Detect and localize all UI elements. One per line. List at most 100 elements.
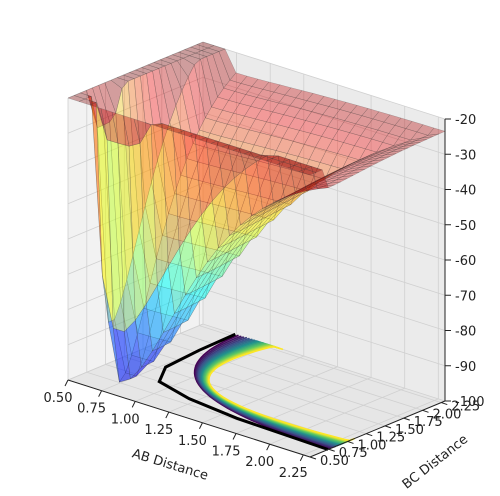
surface-patch	[170, 60, 189, 92]
surface-patch	[294, 183, 312, 195]
surface-patch	[375, 148, 393, 155]
surface-patch	[317, 184, 335, 190]
surface-patch	[377, 121, 396, 134]
surface-patch	[336, 170, 355, 176]
surface-patch	[189, 44, 209, 51]
gridline-z	[67, 217, 446, 296]
surface-patch	[187, 64, 206, 131]
surface-patch	[239, 233, 258, 257]
x-tick-mark	[131, 401, 136, 408]
surface-patch	[259, 206, 278, 221]
surface-patch	[177, 130, 196, 137]
z-tick-label: -100	[455, 395, 485, 410]
surface-patch	[277, 114, 295, 128]
surface-patch	[353, 154, 371, 163]
surface-patch	[220, 246, 239, 266]
surface-patch	[171, 51, 191, 59]
surface-patch	[256, 155, 274, 209]
surface-patch	[127, 78, 146, 231]
surface-patch	[319, 175, 338, 182]
surface-patch	[175, 89, 194, 160]
surface-patch	[194, 50, 214, 57]
surface-patch	[210, 140, 229, 148]
surface-patch	[310, 123, 328, 137]
z-tick-label: -60	[455, 254, 476, 269]
surface-patch	[122, 72, 142, 79]
surface-patch	[409, 139, 427, 144]
surface-patch	[151, 329, 171, 352]
surface-patch	[226, 112, 245, 128]
surface-patch	[366, 118, 385, 131]
surface-patch	[284, 87, 303, 99]
x-tick-mark	[299, 454, 304, 462]
y-tick-mark	[384, 425, 392, 429]
gridline-z	[67, 147, 446, 226]
surface-patch	[289, 97, 308, 109]
surface-patch	[307, 175, 326, 192]
surface-patch	[174, 174, 193, 198]
surface-patch	[222, 100, 240, 114]
surface-patch	[335, 175, 354, 181]
surface-patch	[299, 180, 317, 191]
surface-patch	[244, 106, 262, 120]
surface-patch	[162, 310, 182, 333]
surface-patch	[201, 202, 219, 226]
surface-patch	[373, 151, 392, 158]
y-tick-mark	[403, 417, 410, 421]
x-tick-label: 2.25	[279, 466, 308, 481]
x-tick-label: 0.75	[77, 402, 106, 417]
surface-patch	[233, 103, 251, 117]
surface-patch	[122, 115, 141, 147]
surface-patch	[387, 142, 405, 149]
surface-patch	[275, 192, 294, 205]
surface-patch	[263, 199, 281, 211]
surface-patch	[241, 158, 260, 177]
surface-patch	[224, 170, 243, 191]
surface-patch	[192, 129, 211, 148]
surface-patch	[268, 196, 286, 207]
surface-patch	[256, 216, 275, 238]
surface-patch	[184, 219, 202, 245]
surface-patch	[133, 118, 152, 144]
surface-patch	[250, 97, 269, 110]
surface-patch	[234, 168, 252, 226]
surface-patch	[234, 83, 253, 95]
surface-patch	[194, 58, 212, 119]
surface-patch	[214, 249, 233, 270]
surface-patch	[179, 288, 199, 312]
surface-patch	[257, 202, 275, 214]
surface-patch	[78, 98, 97, 106]
surface-patch	[203, 133, 222, 151]
surface-patch	[261, 99, 280, 113]
surface-patch	[217, 228, 235, 254]
surface-patch	[184, 274, 204, 296]
surface-patch	[346, 157, 365, 166]
surface-patch	[227, 144, 246, 179]
surface-patch	[393, 136, 412, 147]
surface-patch	[296, 172, 315, 192]
surface-patch	[251, 195, 270, 218]
surface-patch	[355, 115, 374, 128]
surface-patch	[213, 241, 231, 260]
surface-patch	[279, 191, 297, 200]
surface-patch	[183, 130, 202, 232]
y-tick-label: 2.25	[451, 400, 480, 415]
surface-patch	[255, 213, 273, 230]
surface-patch	[92, 84, 110, 126]
gridline-z	[67, 323, 446, 402]
surface-patch	[91, 96, 109, 323]
surface-patch	[295, 184, 313, 198]
surface-patch	[299, 162, 318, 192]
surface-patch	[372, 111, 391, 123]
surface-patch	[139, 123, 158, 305]
surface-patch	[140, 64, 160, 72]
trajectory-line	[157, 332, 329, 451]
surface-patch	[115, 88, 134, 280]
surface-patch	[67, 95, 86, 102]
surface-patch	[216, 140, 235, 190]
surface-patch	[236, 223, 255, 240]
surface-patch	[118, 372, 138, 383]
surface-patch	[344, 162, 362, 170]
surface-patch	[351, 156, 370, 164]
surface-patch	[324, 176, 343, 183]
